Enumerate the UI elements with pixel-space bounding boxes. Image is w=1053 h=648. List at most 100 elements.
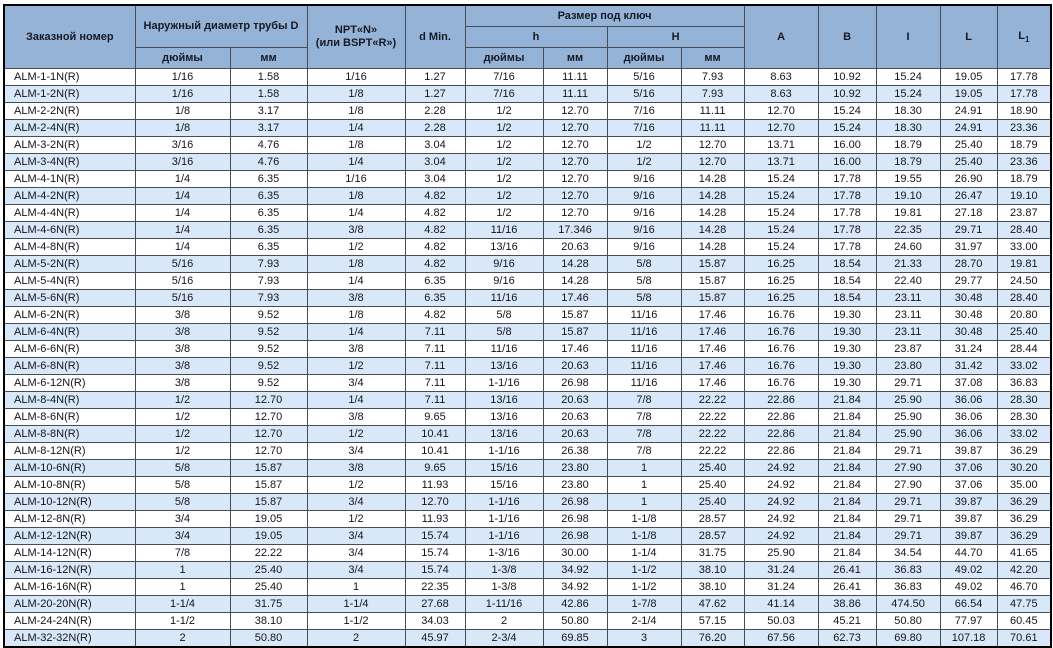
table-row: ALM-8-4N(R) 1/2 12.70 1/4 7.11 13/16 20.63 7/8 2… — [3, 390, 1052, 409]
table-row: ALM-1-1N(R) 1/16 1.58 1/16 1.27 7/16 11.11 5/16… — [3, 67, 1052, 86]
value-cell: 12.70 — [542, 135, 608, 154]
value-cell: 1/2 — [464, 186, 544, 205]
order-number-cell: ALM-8-12N(R) — [3, 441, 136, 460]
value-cell: 17.78 — [817, 220, 877, 239]
value-cell: 19.10 — [996, 186, 1052, 205]
header-outer-diameter: Наружный диаметр трубы D — [134, 4, 308, 48]
order-number-cell: ALM-2-2N(R) — [3, 101, 136, 120]
value-cell: 7.11 — [404, 322, 466, 341]
value-cell: 1 — [134, 577, 231, 596]
value-cell: 2-3/4 — [464, 628, 544, 647]
value-cell: 17.78 — [996, 84, 1052, 103]
table-row: ALM-8-12N(R) 1/2 12.70 3/4 10.41 1-1/16 26.38 7… — [3, 441, 1052, 460]
value-cell: 7.11 — [404, 373, 466, 392]
value-cell: 12.70 — [229, 424, 308, 443]
value-cell: 60.45 — [996, 611, 1052, 630]
value-cell: 25.40 — [680, 475, 745, 494]
value-cell: 1/8 — [134, 118, 231, 137]
value-cell: 23.80 — [542, 458, 608, 477]
value-cell: 23.80 — [875, 356, 941, 375]
value-cell: 4.76 — [229, 152, 308, 171]
value-cell: 11/16 — [606, 356, 682, 375]
value-cell: 1-1/16 — [464, 509, 544, 528]
value-cell: 50.80 — [229, 628, 308, 647]
value-cell: 24.92 — [743, 475, 819, 494]
value-cell: 19.05 — [229, 526, 308, 545]
value-cell: 31.97 — [939, 237, 998, 256]
value-cell: 15.74 — [404, 560, 466, 579]
value-cell: 9/16 — [606, 237, 682, 256]
value-cell: 21.84 — [817, 475, 877, 494]
header-h-small: h — [464, 25, 608, 48]
value-cell: 21.84 — [817, 492, 877, 511]
value-cell: 11.93 — [404, 475, 466, 494]
value-cell: 36.83 — [875, 560, 941, 579]
value-cell: 1-1/16 — [464, 492, 544, 511]
order-number-cell: ALM-1-1N(R) — [3, 67, 136, 86]
value-cell: 107.18 — [939, 628, 998, 647]
order-number-cell: ALM-8-6N(R) — [3, 407, 136, 426]
value-cell: 2 — [464, 611, 544, 630]
value-cell: 12.70 — [542, 203, 608, 222]
value-cell: 12.70 — [743, 101, 819, 120]
value-cell: 26.98 — [542, 373, 608, 392]
value-cell: 11/16 — [606, 305, 682, 324]
value-cell: 23.11 — [875, 322, 941, 341]
value-cell: 16.00 — [817, 135, 877, 154]
value-cell: 17.46 — [542, 339, 608, 358]
value-cell: 67.56 — [743, 628, 819, 647]
value-cell: 18.79 — [996, 169, 1052, 188]
value-cell: 1/4 — [134, 203, 231, 222]
value-cell: 11.11 — [542, 67, 608, 86]
value-cell: 24.50 — [996, 271, 1052, 290]
value-cell: 12.70 — [743, 118, 819, 137]
value-cell: 15.24 — [743, 237, 819, 256]
value-cell: 21.84 — [817, 509, 877, 528]
value-cell: 9/16 — [606, 220, 682, 239]
value-cell: 1/2 — [464, 203, 544, 222]
value-cell: 1/8 — [134, 101, 231, 120]
value-cell: 25.40 — [229, 577, 308, 596]
value-cell: 27.68 — [404, 594, 466, 613]
header-l1-subscript: 1 — [1024, 34, 1030, 44]
value-cell: 1/8 — [306, 84, 406, 103]
value-cell: 6.35 — [404, 271, 466, 290]
value-cell: 34.92 — [542, 560, 608, 579]
value-cell: 31.24 — [939, 339, 998, 358]
value-cell: 19.81 — [996, 254, 1052, 273]
table-row: ALM-4-6N(R) 1/4 6.35 3/8 4.82 11/16 17.346 9/16… — [3, 220, 1052, 239]
value-cell: 15.24 — [817, 118, 877, 137]
value-cell: 30.20 — [996, 458, 1052, 477]
value-cell: 28.57 — [680, 526, 745, 545]
value-cell: 50.03 — [743, 611, 819, 630]
value-cell: 1/2 — [464, 118, 544, 137]
value-cell: 69.85 — [542, 628, 608, 647]
value-cell: 15.87 — [229, 475, 308, 494]
value-cell: 49.02 — [939, 560, 998, 579]
value-cell: 7.93 — [229, 288, 308, 307]
value-cell: 25.40 — [229, 560, 308, 579]
value-cell: 4.82 — [404, 237, 466, 256]
value-cell: 3/8 — [306, 407, 406, 426]
order-number-cell: ALM-12-12N(R) — [3, 526, 136, 545]
value-cell: 76.20 — [680, 628, 745, 647]
value-cell: 15.87 — [542, 322, 608, 341]
value-cell: 12.70 — [229, 390, 308, 409]
value-cell: 16.25 — [743, 254, 819, 273]
value-cell: 1.27 — [404, 67, 466, 86]
value-cell: 10.92 — [817, 67, 877, 86]
value-cell: 20.63 — [542, 407, 608, 426]
value-cell: 22.35 — [875, 220, 941, 239]
value-cell: 41.14 — [743, 594, 819, 613]
table-row: ALM-5-4N(R) 5/16 7.93 1/4 6.35 9/16 14.28 5/8 15… — [3, 271, 1052, 290]
value-cell: 3/4 — [306, 560, 406, 579]
value-cell: 19.05 — [229, 509, 308, 528]
value-cell: 22.35 — [404, 577, 466, 596]
value-cell: 7.93 — [680, 67, 745, 86]
value-cell: 30.48 — [939, 305, 998, 324]
value-cell: 27.90 — [875, 475, 941, 494]
value-cell: 15.24 — [875, 84, 941, 103]
value-cell: 1/2 — [606, 152, 682, 171]
header-h-inches: дюймы — [464, 46, 544, 69]
value-cell: 22.86 — [743, 390, 819, 409]
